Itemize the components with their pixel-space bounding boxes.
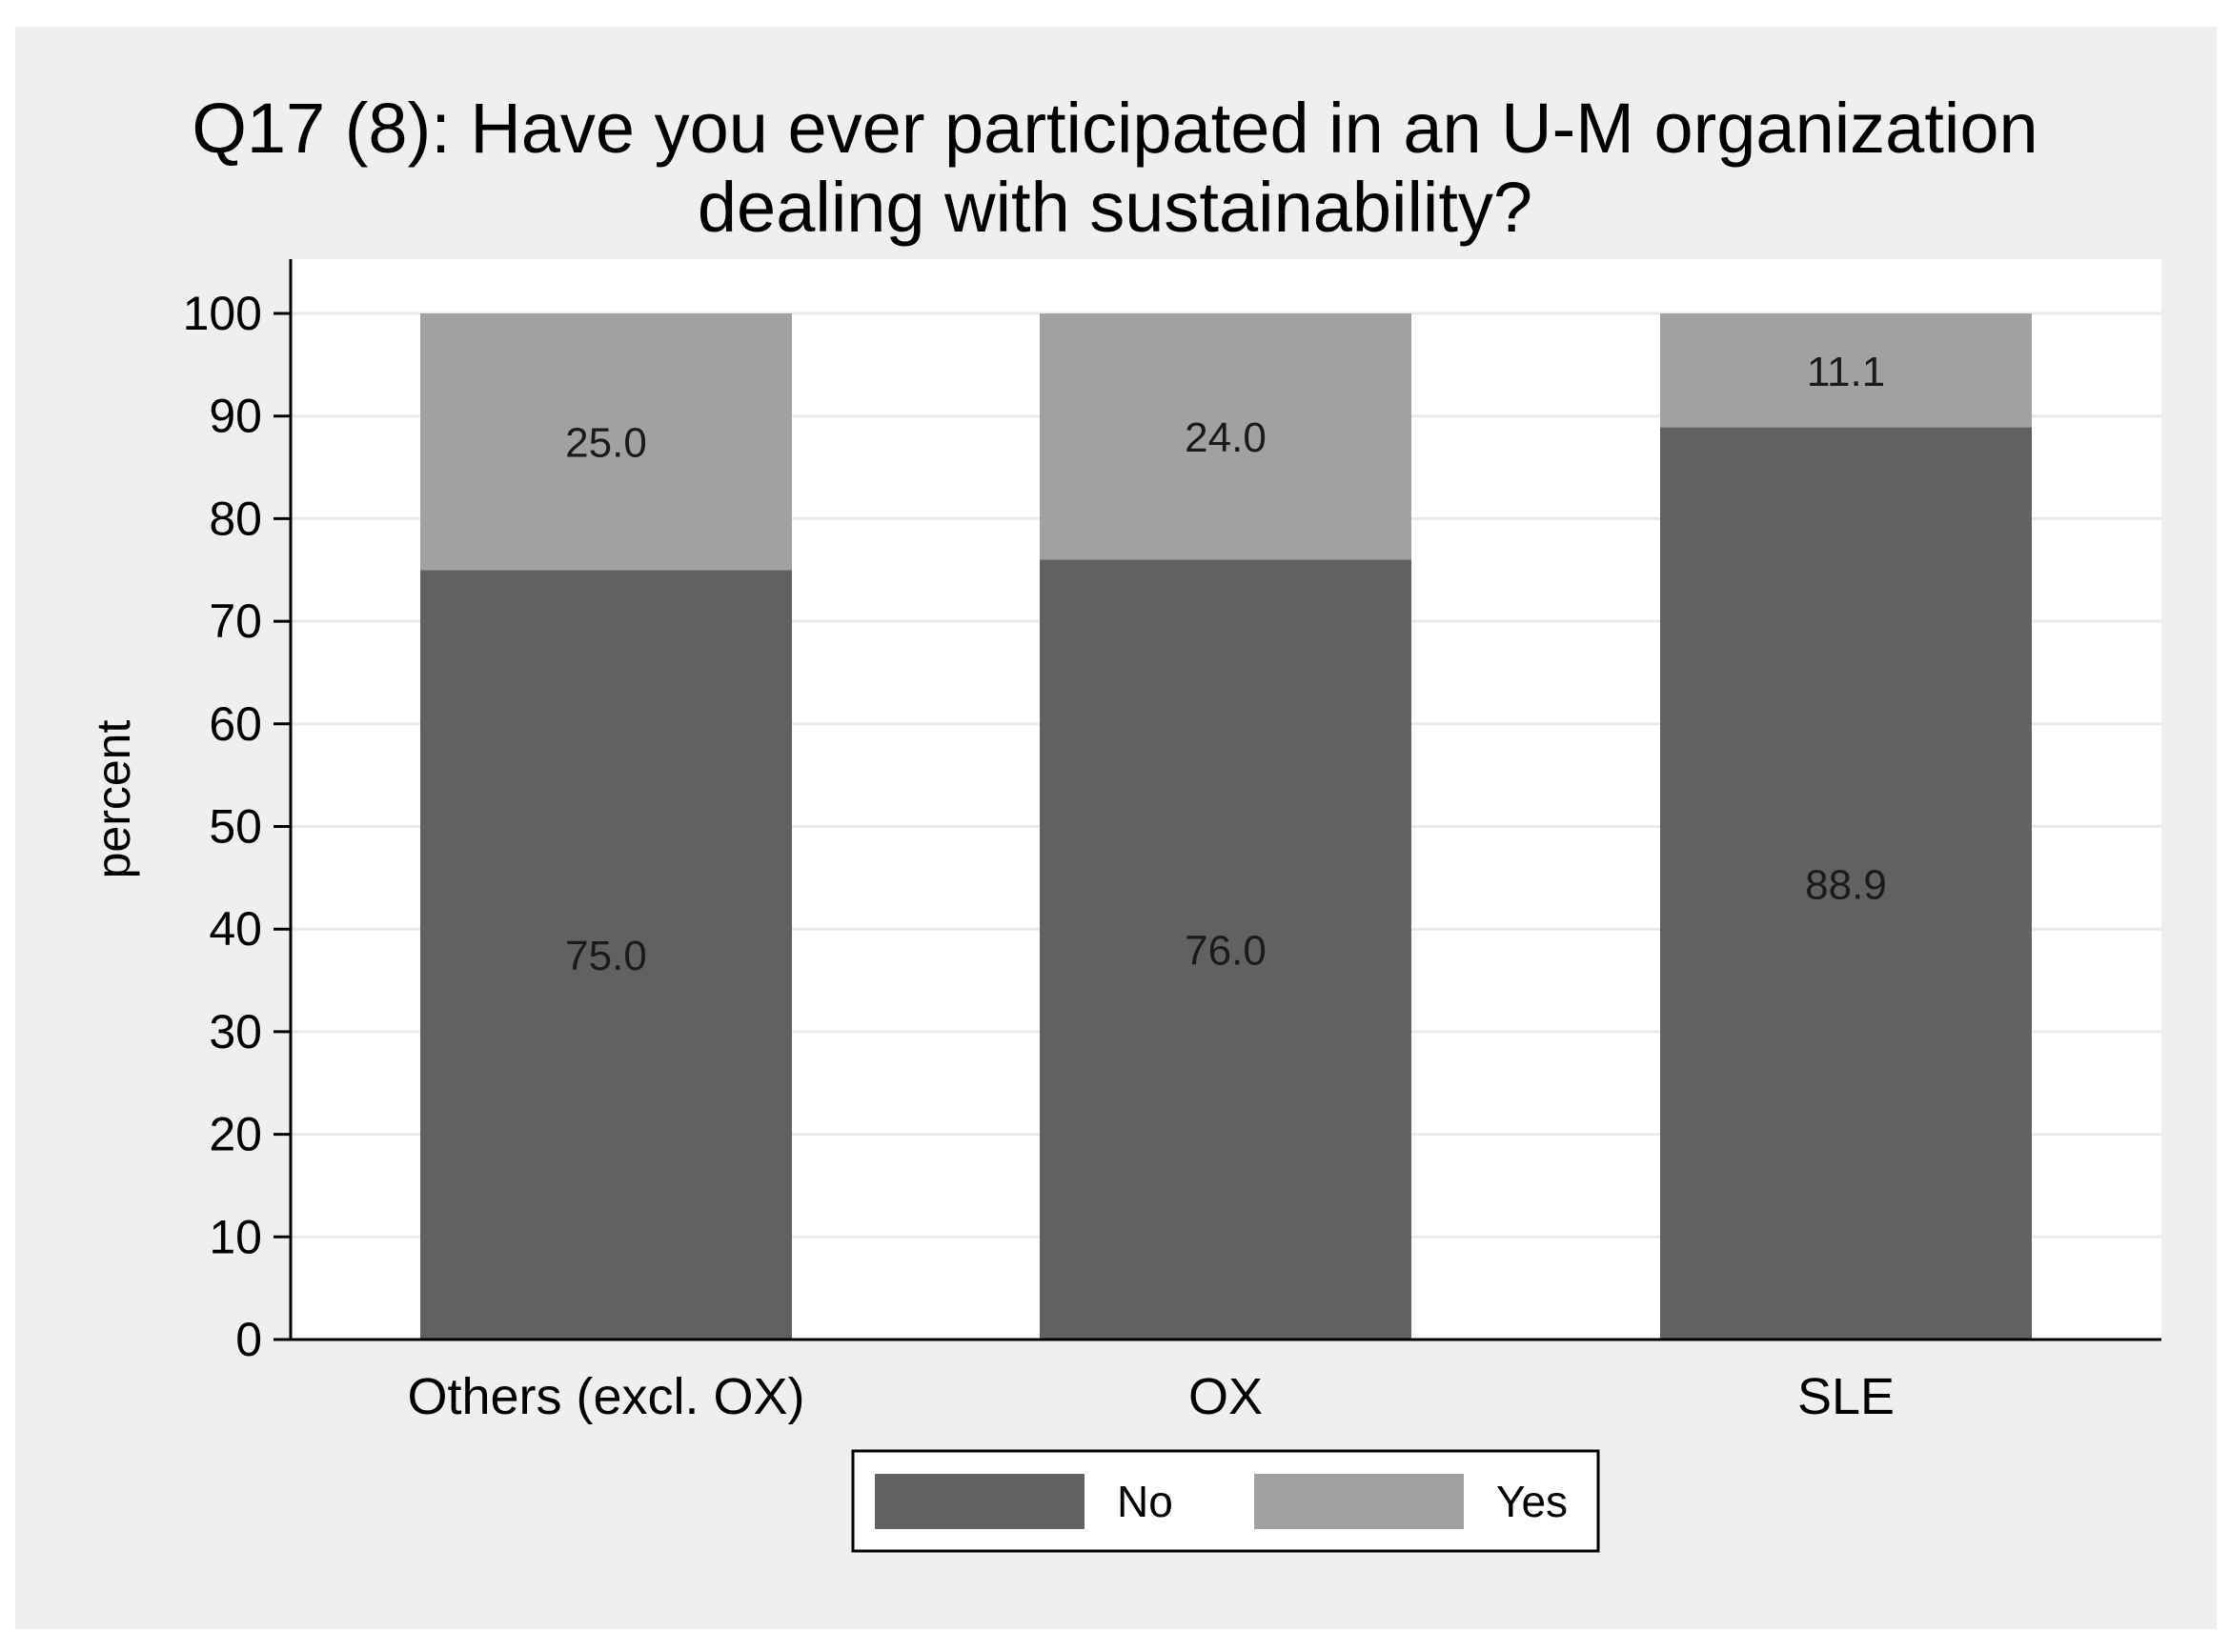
bar-value-label: 25.0: [565, 420, 647, 467]
y-tick-label: 0: [235, 1313, 262, 1366]
x-tick-label: SLE: [1797, 1368, 1895, 1425]
y-tick-label: 100: [183, 287, 262, 340]
legend-label-no: No: [1117, 1477, 1173, 1526]
chart-title-line-1: Q17 (8): Have you ever participated in a…: [192, 89, 2037, 168]
bar-value-label: 24.0: [1185, 414, 1267, 461]
bar-value-label: 11.1: [1807, 349, 1885, 395]
chart-title-line-2: dealing with sustainability?: [698, 168, 1532, 247]
y-ticks: 0 10 20 30 40 50 60 70 80 90 100: [183, 287, 291, 1366]
y-tick-label: 10: [209, 1210, 262, 1263]
bars: 75.0 25.0 76.0 24.0 88.9 11.1: [420, 313, 2032, 1340]
bar-no-0: [420, 570, 792, 1340]
bar-value-label: 75.0: [565, 933, 647, 979]
legend-box: [851, 1449, 1600, 1553]
bar-yes-1: [1040, 313, 1411, 560]
y-tick-label: 50: [209, 800, 262, 854]
bar-no-2: [1660, 427, 2032, 1340]
x-tick-labels: Others (excl. OX) OX SLE: [407, 1368, 1895, 1425]
y-tick-label: 20: [209, 1108, 262, 1161]
legend: No Yes: [851, 1449, 1600, 1553]
y-axis-label: percent: [87, 720, 140, 879]
x-tick-label: OX: [1188, 1368, 1263, 1425]
bar-value-label: 88.9: [1805, 861, 1887, 908]
y-tick-label: 70: [209, 594, 262, 648]
bar-yes-0: [420, 313, 792, 571]
y-tick-label: 80: [209, 492, 262, 545]
y-tick-label: 40: [209, 902, 262, 956]
legend-label-yes: Yes: [1496, 1477, 1568, 1526]
bar-value-label: 76.0: [1185, 928, 1267, 975]
y-tick-label: 60: [209, 697, 262, 751]
legend-swatch-yes: [1254, 1474, 1464, 1529]
axes: [289, 259, 2161, 1341]
bar-yes-2: [1660, 313, 2032, 428]
legend-swatch-no: [875, 1474, 1085, 1529]
x-tick-label: Others (excl. OX): [407, 1368, 804, 1425]
bar-no-1: [1040, 559, 1411, 1340]
y-tick-label: 90: [209, 390, 262, 443]
y-tick-label: 30: [209, 1005, 262, 1058]
